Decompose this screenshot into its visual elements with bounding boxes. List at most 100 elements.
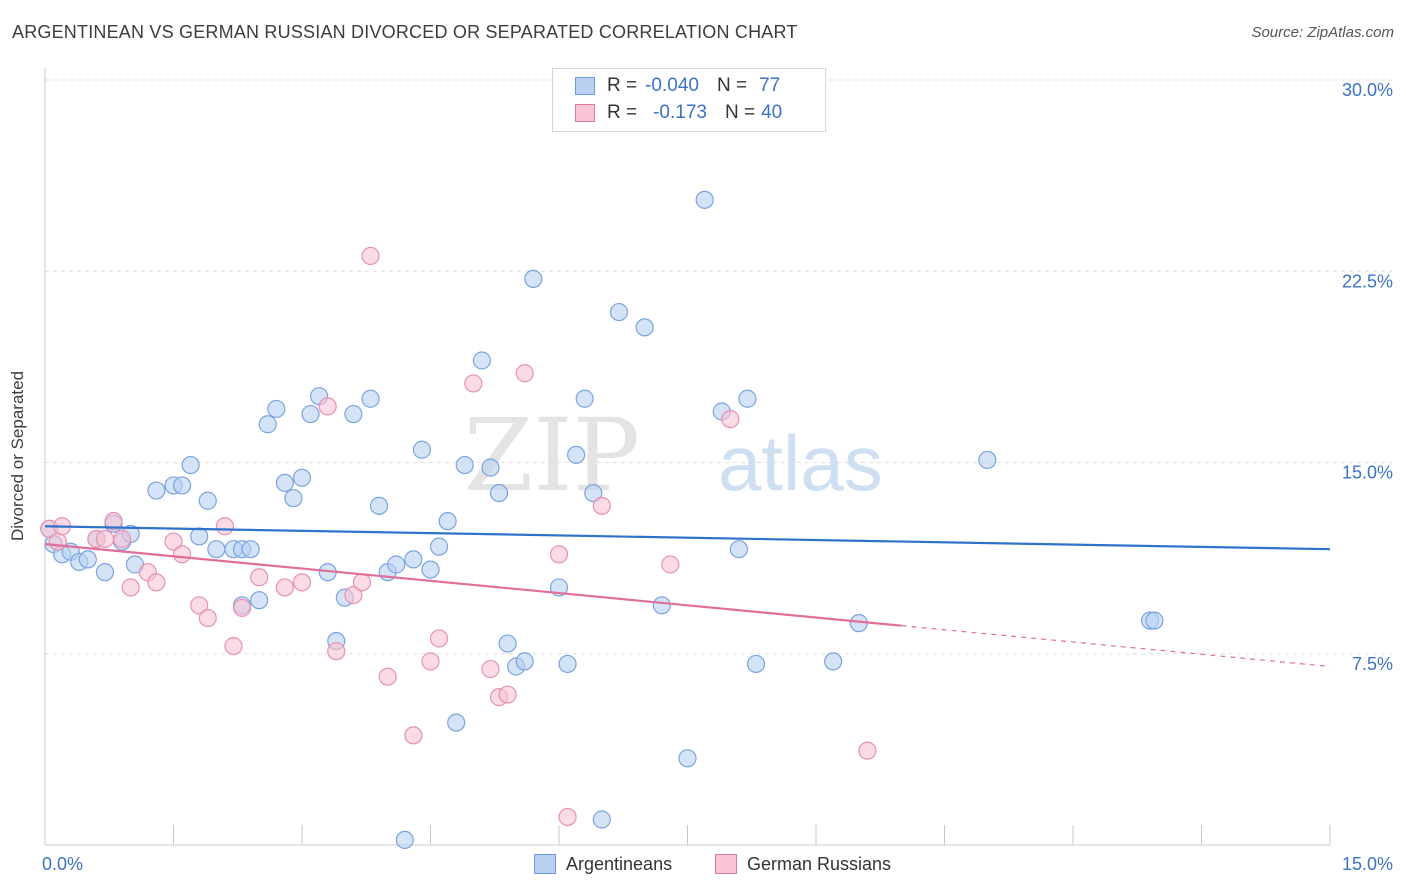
german-russian-point	[661, 555, 680, 574]
german-russian-point	[147, 573, 166, 592]
argentinean-point	[746, 654, 766, 674]
argentinean-point	[190, 527, 209, 546]
argentinean-point	[241, 540, 260, 559]
argentinean-point	[678, 749, 697, 768]
y-tick-label: 22.5%	[1342, 271, 1393, 291]
watermark-zip: ZIP	[464, 397, 640, 514]
german-russian-point	[592, 496, 611, 515]
german-russian-point	[361, 246, 380, 266]
argentinean-point	[275, 473, 294, 492]
german-russian-point	[292, 573, 312, 592]
german-russian-point	[721, 410, 740, 429]
german-russian-point	[215, 517, 234, 536]
german-russian-point	[344, 585, 363, 605]
german-russian-point	[104, 512, 123, 531]
german-russian-point	[121, 578, 140, 597]
argentinean-point	[395, 830, 414, 850]
argentinean-point	[429, 537, 449, 556]
german-russian-point	[378, 667, 397, 686]
german-russian-point	[352, 573, 372, 592]
argentinean-point	[344, 404, 363, 424]
argentinean-point	[481, 458, 500, 477]
watermark-atlas: atlas	[718, 419, 883, 507]
german-russian-point	[224, 636, 243, 656]
german-russian-point	[275, 578, 294, 597]
german-russian-point	[48, 532, 67, 551]
argentinean-point	[978, 450, 997, 470]
german-russian-point	[558, 807, 577, 827]
german-russian-point	[515, 364, 534, 383]
legend-r-label: R =	[607, 102, 638, 123]
german-russian-point	[429, 629, 449, 648]
argentinean-point	[172, 476, 192, 495]
german-russian-point	[464, 374, 483, 393]
tick-labels: 7.5% 15.0% 22.5% 30.0% 0.0% 15.0%	[42, 80, 1393, 874]
argentinean-point	[695, 190, 714, 209]
source-credit: Source: ZipAtlas.com	[1251, 24, 1394, 41]
argentinean-point	[412, 440, 432, 459]
argentinean-point	[370, 496, 389, 515]
argentinean-point	[592, 810, 611, 829]
legend-swatch-blue	[575, 77, 595, 95]
argentinean-point	[635, 318, 654, 337]
german-russian-point	[498, 685, 517, 704]
legend-n-value: 40	[761, 102, 783, 123]
y-tick-label: 7.5%	[1352, 654, 1393, 674]
bottom-legend-swatch-pink	[715, 854, 737, 874]
x-tick-label: 0.0%	[42, 854, 83, 874]
chart-title: ARGENTINEAN VS GERMAN RUSSIAN DIVORCED O…	[12, 22, 798, 42]
german-russian-point	[95, 529, 115, 549]
argentinean-point	[301, 404, 320, 424]
legend-row-argentineans: R = -0.040 N = 77	[575, 74, 780, 98]
argentinean-point	[292, 468, 312, 487]
argentinean-point	[575, 389, 594, 408]
argentinean-point	[250, 591, 269, 610]
argentinean-point	[558, 654, 577, 674]
german-russian-point	[190, 596, 209, 615]
argentinean-point	[404, 550, 423, 569]
argentinean-point	[729, 540, 749, 559]
argentinean-point	[258, 415, 277, 434]
argentinean-point	[267, 399, 286, 419]
bottom-legend-german-russians: German Russians	[715, 852, 891, 876]
trend-lines	[44, 525, 1331, 668]
argentinean-point	[447, 713, 466, 732]
argentinean-point	[472, 351, 491, 370]
argentinean-point	[181, 455, 200, 475]
argentinean-point	[78, 550, 97, 569]
german-russian-point	[232, 598, 252, 617]
bottom-legend-label: Argentineans	[566, 853, 673, 874]
argentinean-point	[1145, 611, 1164, 630]
argentinean-point	[567, 445, 586, 464]
legend-r-value: -0.040	[645, 75, 699, 96]
argentinean-point	[147, 481, 166, 500]
argentinean-point	[387, 555, 406, 574]
german-russian-point	[112, 529, 132, 549]
trend-line-1	[44, 543, 902, 627]
argentinean-point	[609, 302, 629, 322]
legend-n-label: N =	[716, 75, 748, 96]
argentinean-point	[524, 269, 543, 288]
legend-n-label: N =	[724, 102, 756, 123]
data-points	[40, 190, 1164, 850]
argentinean-point	[455, 455, 474, 475]
german-russian-point	[172, 545, 192, 564]
argentinean-point	[824, 652, 843, 671]
argentinean-point	[652, 596, 671, 615]
argentinean-point	[738, 389, 757, 408]
trend-line-0	[44, 525, 1331, 551]
german-russian-point	[549, 545, 569, 564]
german-russian-point	[164, 532, 183, 551]
german-russian-point	[327, 642, 346, 661]
argentinean-point	[207, 540, 226, 559]
argentinean-point	[198, 491, 217, 510]
german-russian-point	[404, 726, 423, 745]
bottom-legend-swatch-blue	[534, 854, 556, 874]
legend-row-german-russians: R = -0.173 N = 40	[575, 101, 782, 125]
stats-legend: R = -0.040 N = 77 R = -0.173 N = 40	[552, 68, 826, 132]
legend-swatch-pink	[575, 104, 595, 122]
legend-r-value: -0.173	[653, 102, 707, 123]
grid-lines	[45, 79, 1392, 655]
german-russian-point	[858, 741, 877, 760]
x-tick-label: 15.0%	[1342, 854, 1393, 874]
